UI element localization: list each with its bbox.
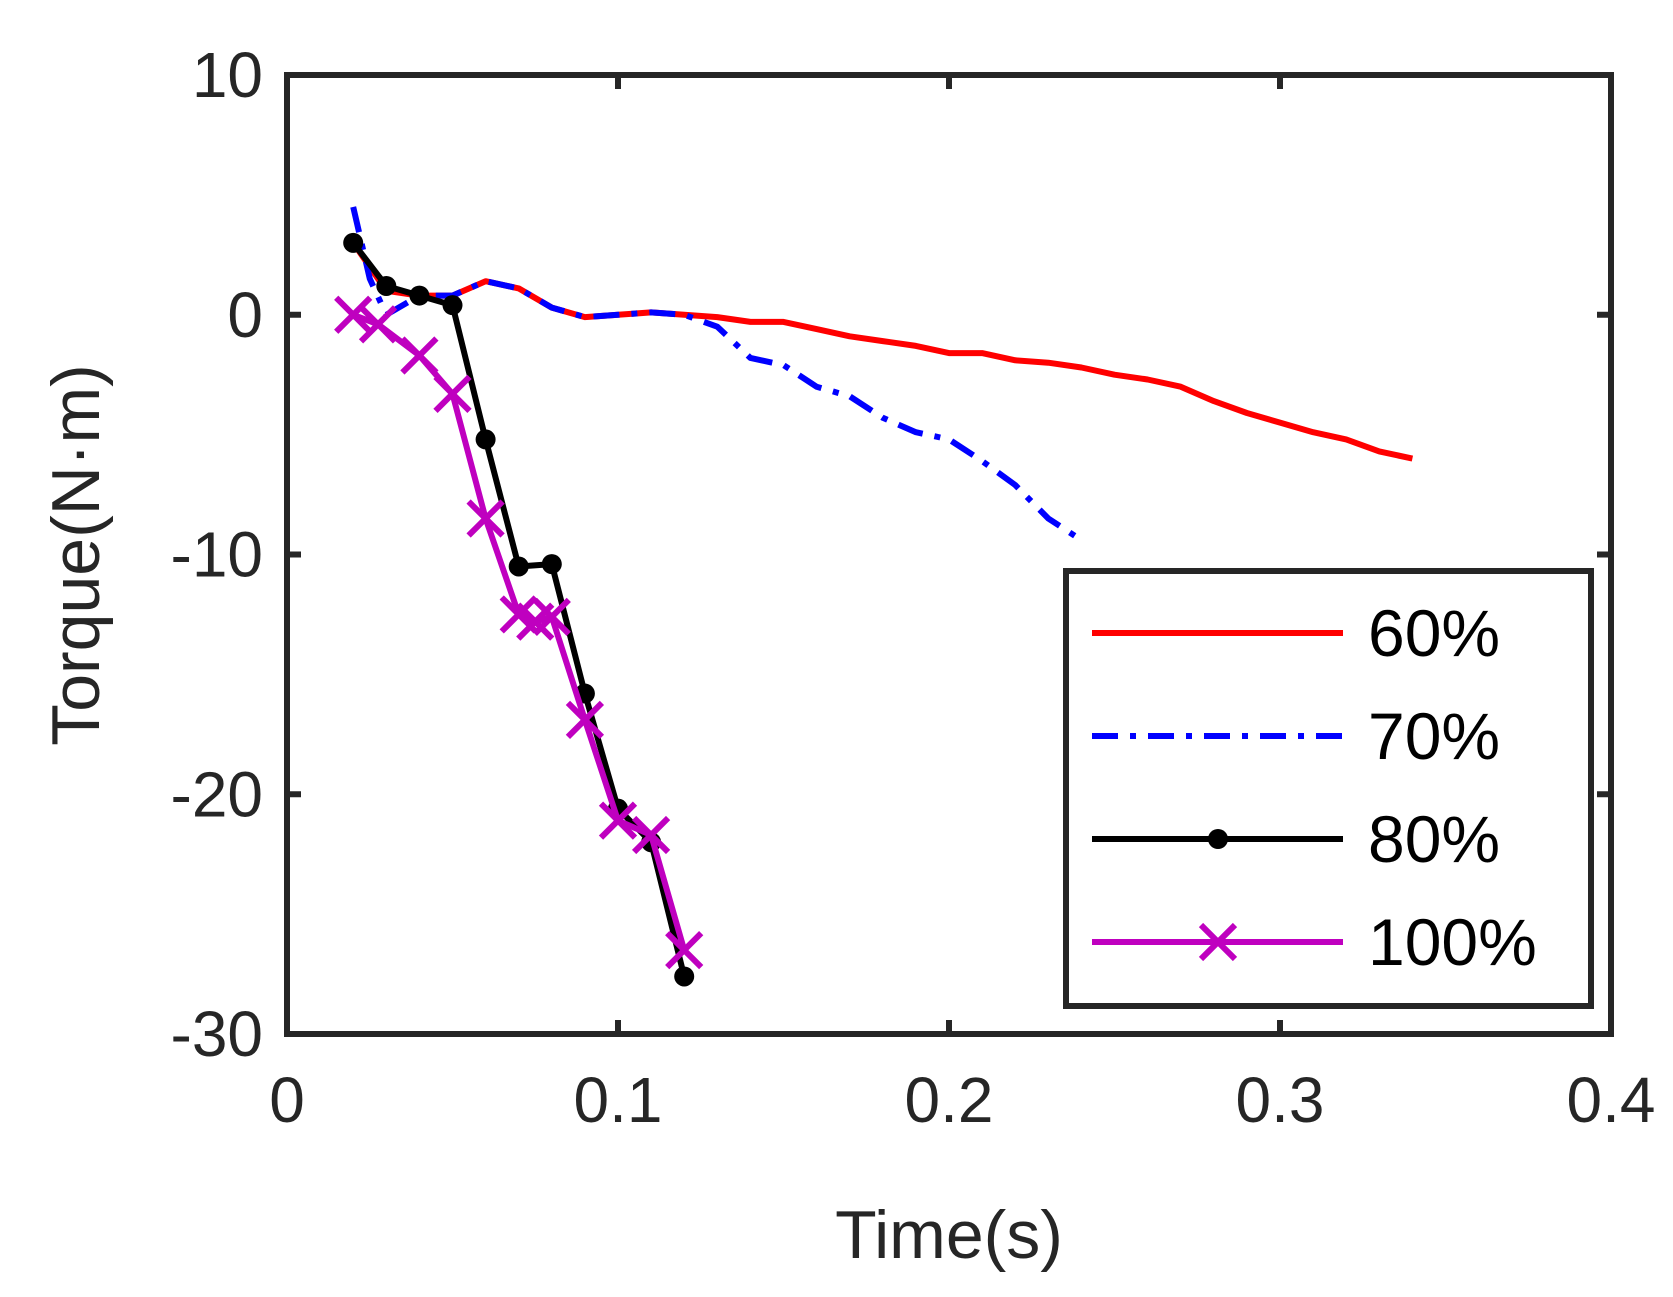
data-point [508,556,529,577]
x-tick-label: 0.3 [1236,1064,1325,1136]
series-line [350,206,1084,543]
series-100-percent [334,295,704,970]
x-tick-label: 0.1 [574,1064,663,1136]
tick-labels: 0 0.1 0.2 0.3 0.4 10 0 -10 -20 -30 [171,39,1656,1136]
legend-box [1063,568,1594,1009]
data-point [665,930,704,970]
legend-entry: 70% [1092,699,1500,773]
data-point [358,305,398,344]
y-tick-label: -20 [171,758,264,830]
legend: 60% 70% 80% 100% [1063,568,1594,1009]
data-point [343,232,364,253]
data-point [376,275,397,296]
series-layer [334,206,1414,987]
legend-label: 70% [1368,699,1500,773]
legend-label: 100% [1368,905,1537,979]
data-point [433,374,472,413]
legend-entry: 60% [1092,596,1500,670]
data-point [532,597,571,636]
y-tick-label: -30 [171,998,264,1070]
data-point [475,429,496,450]
legend-marker [1208,829,1228,849]
data-point [541,554,562,575]
data-point [598,801,638,840]
data-point [674,966,695,987]
series-70-percent [350,206,1084,543]
data-point [334,295,373,334]
data-point [631,815,671,855]
y-tick-label: 0 [227,279,263,351]
data-point [466,499,505,538]
x-tick-label: 0.2 [905,1064,994,1136]
legend-marker [1198,922,1238,962]
data-point [400,336,439,375]
y-tick-label: 10 [192,39,263,111]
y-axis-label: Torque(N·m) [38,364,114,746]
legend-entry: 80% [1092,802,1500,876]
data-point [442,295,463,316]
legend-label: 60% [1368,596,1500,670]
legend-label: 80% [1368,802,1500,876]
x-axis-label: Time(s) [835,1197,1063,1273]
legend-entry: 100% [1092,905,1537,979]
data-point [565,700,605,740]
plot-frame [284,72,1614,1037]
y-tick-label: -10 [171,519,264,591]
x-tick-label: 0.4 [1567,1064,1656,1136]
x-tick-label: 0 [269,1064,305,1136]
data-point [409,285,430,306]
